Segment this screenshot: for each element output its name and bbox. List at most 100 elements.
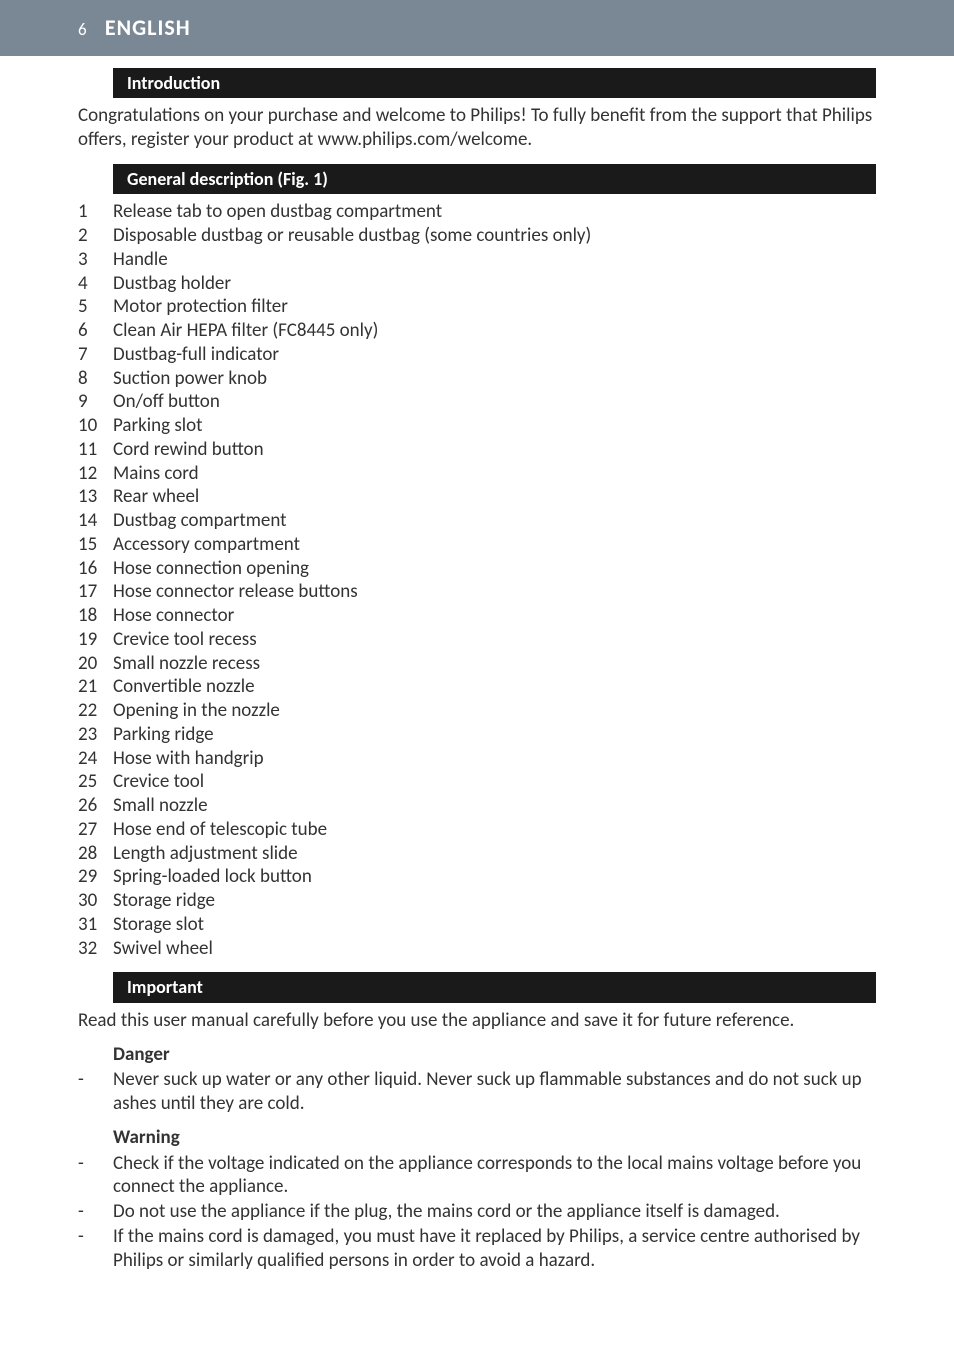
item-text: Parking ridge <box>113 723 876 747</box>
list-item: 21Convertible nozzle <box>78 675 876 699</box>
item-text: Hose with handgrip <box>113 747 876 771</box>
list-item: 5Motor protection filter <box>78 295 876 319</box>
item-text: Small nozzle <box>113 794 876 818</box>
item-text: Never suck up water or any other liquid.… <box>113 1068 876 1116</box>
item-number: 5 <box>78 295 113 319</box>
page-number: 6 <box>78 19 87 40</box>
item-number: 21 <box>78 675 113 699</box>
list-item: 10Parking slot <box>78 414 876 438</box>
section-general-desc-title: General description (Fig. 1) <box>113 164 876 195</box>
item-text: Handle <box>113 248 876 272</box>
list-item: 25Crevice tool <box>78 770 876 794</box>
list-item: 24Hose with handgrip <box>78 747 876 771</box>
item-number: 23 <box>78 723 113 747</box>
list-item: 8Suction power knob <box>78 367 876 391</box>
dash-bullet: - <box>78 1068 113 1116</box>
list-item: 26Small nozzle <box>78 794 876 818</box>
item-number: 13 <box>78 485 113 509</box>
item-text: Release tab to open dustbag compartment <box>113 200 876 224</box>
item-text: Rear wheel <box>113 485 876 509</box>
item-text: Parking slot <box>113 414 876 438</box>
item-text: Cord rewind button <box>113 438 876 462</box>
list-item: 12Mains cord <box>78 462 876 486</box>
item-text: Do not use the appliance if the plug, th… <box>113 1200 876 1224</box>
list-item: 13Rear wheel <box>78 485 876 509</box>
item-text: Dustbag compartment <box>113 509 876 533</box>
item-number: 9 <box>78 390 113 414</box>
dash-bullet: - <box>78 1225 113 1273</box>
item-text: Convertible nozzle <box>113 675 876 699</box>
section-important-title: Important <box>113 972 876 1003</box>
warning-list: -Check if the voltage indicated on the a… <box>78 1152 876 1273</box>
item-text: Spring-loaded lock button <box>113 865 876 889</box>
list-item: 17Hose connector release buttons <box>78 580 876 604</box>
language-title: ENGLISH <box>105 14 191 41</box>
item-number: 1 <box>78 200 113 224</box>
item-number: 19 <box>78 628 113 652</box>
item-number: 11 <box>78 438 113 462</box>
item-number: 26 <box>78 794 113 818</box>
list-item: 1Release tab to open dustbag compartment <box>78 200 876 224</box>
item-number: 3 <box>78 248 113 272</box>
list-item: 2Disposable dustbag or reusable dustbag … <box>78 224 876 248</box>
item-number: 24 <box>78 747 113 771</box>
item-number: 15 <box>78 533 113 557</box>
item-text: Small nozzle recess <box>113 652 876 676</box>
item-text: Storage slot <box>113 913 876 937</box>
item-number: 27 <box>78 818 113 842</box>
list-item: -If the mains cord is damaged, you must … <box>78 1225 876 1273</box>
item-number: 6 <box>78 319 113 343</box>
list-item: 14Dustbag compartment <box>78 509 876 533</box>
item-text: On/off button <box>113 390 876 414</box>
item-text: Dustbag-full indicator <box>113 343 876 367</box>
general-desc-list: 1Release tab to open dustbag compartment… <box>78 200 876 960</box>
page-header: 6 ENGLISH <box>0 0 954 56</box>
warning-heading: Warning <box>113 1126 876 1150</box>
item-number: 28 <box>78 842 113 866</box>
list-item: 23Parking ridge <box>78 723 876 747</box>
item-number: 18 <box>78 604 113 628</box>
list-item: 20Small nozzle recess <box>78 652 876 676</box>
danger-heading: Danger <box>113 1043 876 1067</box>
item-number: 30 <box>78 889 113 913</box>
item-number: 10 <box>78 414 113 438</box>
list-item: 32Swivel wheel <box>78 937 876 961</box>
item-text: Dustbag holder <box>113 272 876 296</box>
item-text: Mains cord <box>113 462 876 486</box>
item-number: 4 <box>78 272 113 296</box>
danger-list: -Never suck up water or any other liquid… <box>78 1068 876 1116</box>
item-number: 22 <box>78 699 113 723</box>
item-text: Crevice tool <box>113 770 876 794</box>
list-item: -Do not use the appliance if the plug, t… <box>78 1200 876 1224</box>
item-text: Storage ridge <box>113 889 876 913</box>
item-number: 16 <box>78 557 113 581</box>
list-item: 19Crevice tool recess <box>78 628 876 652</box>
item-text: Check if the voltage indicated on the ap… <box>113 1152 876 1200</box>
item-text: Clean Air HEPA filter (FC8445 only) <box>113 319 876 343</box>
item-text: Hose connector <box>113 604 876 628</box>
item-number: 7 <box>78 343 113 367</box>
item-number: 25 <box>78 770 113 794</box>
item-number: 32 <box>78 937 113 961</box>
item-text: Hose connector release buttons <box>113 580 876 604</box>
item-text: Length adjustment slide <box>113 842 876 866</box>
item-text: Hose connection opening <box>113 557 876 581</box>
list-item: 31Storage slot <box>78 913 876 937</box>
item-text: Crevice tool recess <box>113 628 876 652</box>
item-text: Accessory compartment <box>113 533 876 557</box>
list-item: 7Dustbag-full indicator <box>78 343 876 367</box>
item-text: Swivel wheel <box>113 937 876 961</box>
list-item: 27Hose end of telescopic tube <box>78 818 876 842</box>
list-item: -Never suck up water or any other liquid… <box>78 1068 876 1116</box>
list-item: 11Cord rewind button <box>78 438 876 462</box>
dash-bullet: - <box>78 1152 113 1200</box>
section-intro-title: Introduction <box>113 68 876 99</box>
list-item: 3Handle <box>78 248 876 272</box>
item-number: 14 <box>78 509 113 533</box>
dash-bullet: - <box>78 1200 113 1224</box>
item-text: Disposable dustbag or reusable dustbag (… <box>113 224 876 248</box>
important-paragraph: Read this user manual carefully before y… <box>78 1009 876 1033</box>
page-content: Introduction Congratulations on your pur… <box>0 68 954 1319</box>
item-number: 8 <box>78 367 113 391</box>
item-text: Motor protection filter <box>113 295 876 319</box>
